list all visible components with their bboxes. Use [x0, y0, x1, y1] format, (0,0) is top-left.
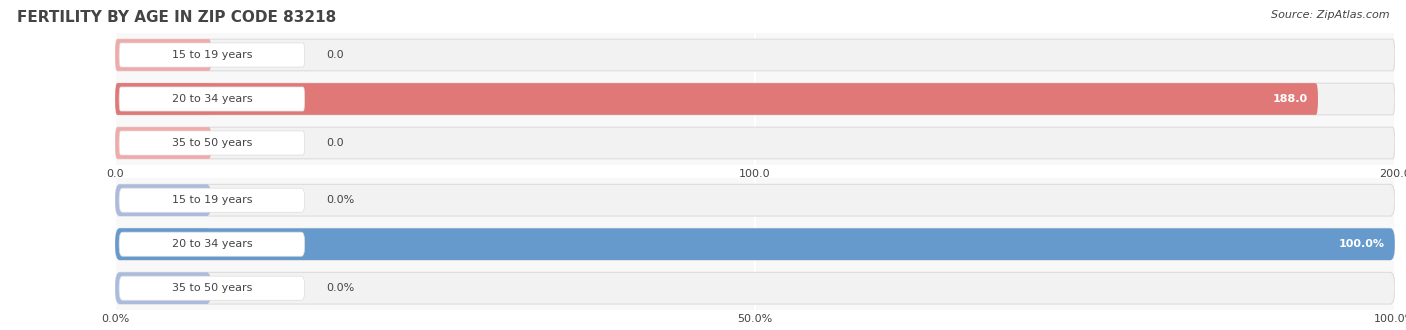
Text: 0.0: 0.0	[326, 50, 344, 60]
Text: 20 to 34 years: 20 to 34 years	[172, 94, 252, 104]
FancyBboxPatch shape	[115, 272, 1395, 304]
FancyBboxPatch shape	[115, 272, 211, 304]
FancyBboxPatch shape	[115, 83, 211, 115]
FancyBboxPatch shape	[120, 232, 305, 256]
Text: 0.0: 0.0	[326, 138, 344, 148]
FancyBboxPatch shape	[115, 228, 1395, 260]
FancyBboxPatch shape	[120, 87, 305, 111]
FancyBboxPatch shape	[115, 228, 1395, 260]
FancyBboxPatch shape	[120, 131, 305, 155]
Text: 0.0%: 0.0%	[326, 283, 354, 293]
FancyBboxPatch shape	[115, 39, 1395, 71]
Text: 0.0%: 0.0%	[326, 195, 354, 205]
FancyBboxPatch shape	[115, 184, 211, 216]
Text: 15 to 19 years: 15 to 19 years	[172, 195, 252, 205]
FancyBboxPatch shape	[115, 184, 1395, 216]
Text: 15 to 19 years: 15 to 19 years	[172, 50, 252, 60]
Text: 20 to 34 years: 20 to 34 years	[172, 239, 252, 249]
Text: 35 to 50 years: 35 to 50 years	[172, 283, 252, 293]
FancyBboxPatch shape	[115, 83, 1395, 115]
FancyBboxPatch shape	[115, 127, 1395, 159]
FancyBboxPatch shape	[115, 39, 211, 71]
FancyBboxPatch shape	[115, 127, 211, 159]
FancyBboxPatch shape	[120, 43, 305, 67]
Text: 35 to 50 years: 35 to 50 years	[172, 138, 252, 148]
FancyBboxPatch shape	[115, 83, 1317, 115]
FancyBboxPatch shape	[115, 228, 211, 260]
Text: FERTILITY BY AGE IN ZIP CODE 83218: FERTILITY BY AGE IN ZIP CODE 83218	[17, 10, 336, 25]
Text: 188.0: 188.0	[1272, 94, 1308, 104]
FancyBboxPatch shape	[120, 188, 305, 212]
Text: 100.0%: 100.0%	[1339, 239, 1385, 249]
FancyBboxPatch shape	[120, 276, 305, 300]
Text: Source: ZipAtlas.com: Source: ZipAtlas.com	[1271, 10, 1389, 20]
